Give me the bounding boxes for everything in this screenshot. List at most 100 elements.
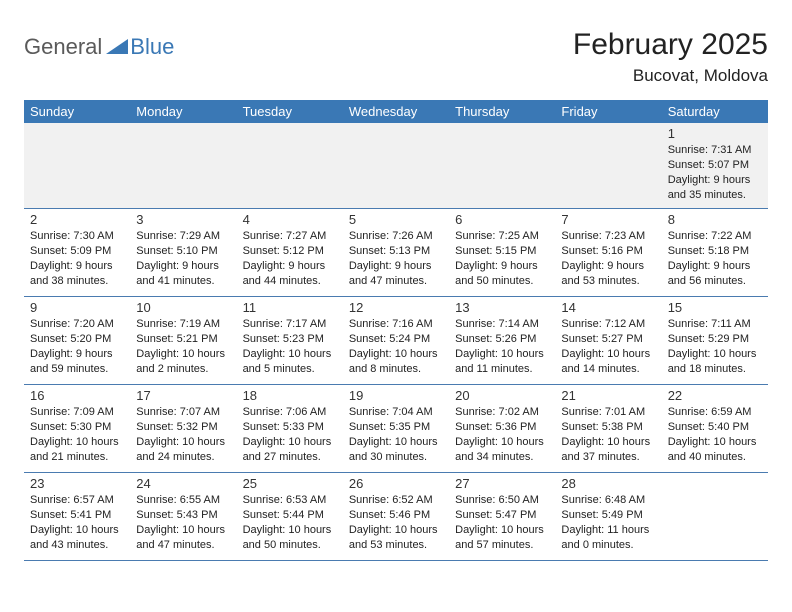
calendar-day-cell: 15 Sunrise: 7:11 AMSunset: 5:29 PMDayligh…: [662, 297, 768, 385]
day-number: 25: [243, 476, 337, 491]
day-number: 21: [561, 388, 655, 403]
day-number: 23: [30, 476, 124, 491]
calendar-day-cell: [343, 123, 449, 209]
calendar-week-row: 23 Sunrise: 6:57 AMSunset: 5:41 PMDayligh…: [24, 473, 768, 561]
weekday-header: Sunday: [24, 100, 130, 123]
day-info: Sunrise: 7:29 AMSunset: 5:10 PMDaylight:…: [136, 229, 230, 288]
weekday-header: Wednesday: [343, 100, 449, 123]
calendar-day-cell: 27 Sunrise: 6:50 AMSunset: 5:47 PMDayligh…: [449, 473, 555, 561]
page-title: February 2025: [573, 28, 768, 62]
calendar-day-cell: 25Sunrise: 6:53 AMSunset: 5:44 PMDayligh…: [237, 473, 343, 561]
calendar-day-cell: [24, 123, 130, 209]
logo-triangle-icon: [106, 36, 128, 59]
day-info: Sunrise: 7:16 AMSunset: 5:24 PMDaylight:…: [349, 317, 443, 376]
calendar-day-cell: 4 Sunrise: 7:27 AMSunset: 5:12 PMDaylight…: [237, 209, 343, 297]
day-info: Sunrise: 6:59 AMSunset: 5:40 PMDaylight:…: [668, 405, 762, 464]
day-number: 1: [668, 126, 762, 141]
day-number: 7: [561, 212, 655, 227]
day-number: 4: [243, 212, 337, 227]
day-info: Sunrise: 7:25 AMSunset: 5:15 PMDaylight:…: [455, 229, 549, 288]
day-info: Sunrise: 7:01 AMSunset: 5:38 PMDaylight:…: [561, 405, 655, 464]
calendar-day-cell: 14 Sunrise: 7:12 AMSunset: 5:27 PMDayligh…: [555, 297, 661, 385]
weekday-header: Saturday: [662, 100, 768, 123]
day-number: 28: [561, 476, 655, 491]
calendar-day-cell: 20 Sunrise: 7:02 AMSunset: 5:36 PMDayligh…: [449, 385, 555, 473]
calendar-day-cell: 28 Sunrise: 6:48 AMSunset: 5:49 PMDayligh…: [555, 473, 661, 561]
calendar-day-cell: 12 Sunrise: 7:16 AMSunset: 5:24 PMDayligh…: [343, 297, 449, 385]
day-info: Sunrise: 7:07 AMSunset: 5:32 PMDaylight:…: [136, 405, 230, 464]
calendar-day-cell: 9 Sunrise: 7:20 AMSunset: 5:20 PMDaylight…: [24, 297, 130, 385]
day-number: 13: [455, 300, 549, 315]
day-number: 3: [136, 212, 230, 227]
calendar-day-cell: 19 Sunrise: 7:04 AMSunset: 5:35 PMDayligh…: [343, 385, 449, 473]
day-number: 22: [668, 388, 762, 403]
calendar-day-cell: 18Sunrise: 7:06 AMSunset: 5:33 PMDayligh…: [237, 385, 343, 473]
calendar-day-cell: 3 Sunrise: 7:29 AMSunset: 5:10 PMDaylight…: [130, 209, 236, 297]
calendar-table: Sunday Monday Tuesday Wednesday Thursday…: [24, 100, 768, 561]
calendar-day-cell: 2 Sunrise: 7:30 AMSunset: 5:09 PMDaylight…: [24, 209, 130, 297]
day-info: Sunrise: 7:04 AMSunset: 5:35 PMDaylight:…: [349, 405, 443, 464]
day-info: Sunrise: 7:14 AMSunset: 5:26 PMDaylight:…: [455, 317, 549, 376]
logo-text-blue: Blue: [130, 34, 174, 60]
day-info: Sunrise: 6:52 AMSunset: 5:46 PMDaylight:…: [349, 493, 443, 552]
day-number: 19: [349, 388, 443, 403]
day-number: 9: [30, 300, 124, 315]
day-number: 8: [668, 212, 762, 227]
day-number: 10: [136, 300, 230, 315]
day-number: 12: [349, 300, 443, 315]
calendar-week-row: 9 Sunrise: 7:20 AMSunset: 5:20 PMDaylight…: [24, 297, 768, 385]
weekday-header: Tuesday: [237, 100, 343, 123]
day-number: 14: [561, 300, 655, 315]
calendar-day-cell: 8 Sunrise: 7:22 AMSunset: 5:18 PMDaylight…: [662, 209, 768, 297]
calendar-day-cell: [555, 123, 661, 209]
day-info: Sunrise: 6:50 AMSunset: 5:47 PMDaylight:…: [455, 493, 549, 552]
calendar-day-cell: 11Sunrise: 7:17 AMSunset: 5:23 PMDayligh…: [237, 297, 343, 385]
day-info: Sunrise: 6:57 AMSunset: 5:41 PMDaylight:…: [30, 493, 124, 552]
day-info: Sunrise: 7:26 AMSunset: 5:13 PMDaylight:…: [349, 229, 443, 288]
day-info: Sunrise: 7:30 AMSunset: 5:09 PMDaylight:…: [30, 229, 124, 288]
calendar-day-cell: 5 Sunrise: 7:26 AMSunset: 5:13 PMDaylight…: [343, 209, 449, 297]
calendar-week-row: 1 Sunrise: 7:31 AMSunset: 5:07 PMDaylight…: [24, 123, 768, 209]
calendar-day-cell: 10 Sunrise: 7:19 AMSunset: 5:21 PMDayligh…: [130, 297, 236, 385]
day-info: Sunrise: 7:27 AMSunset: 5:12 PMDaylight:…: [243, 229, 337, 288]
day-info: Sunrise: 6:55 AMSunset: 5:43 PMDaylight:…: [136, 493, 230, 552]
day-info: Sunrise: 7:20 AMSunset: 5:20 PMDaylight:…: [30, 317, 124, 376]
calendar-day-cell: 22 Sunrise: 6:59 AMSunset: 5:40 PMDayligh…: [662, 385, 768, 473]
day-number: 20: [455, 388, 549, 403]
day-number: 26: [349, 476, 443, 491]
calendar-day-cell: 21 Sunrise: 7:01 AMSunset: 5:38 PMDayligh…: [555, 385, 661, 473]
day-number: 24: [136, 476, 230, 491]
day-info: Sunrise: 7:12 AMSunset: 5:27 PMDaylight:…: [561, 317, 655, 376]
day-number: 17: [136, 388, 230, 403]
weekday-header: Friday: [555, 100, 661, 123]
calendar-day-cell: [449, 123, 555, 209]
day-info: Sunrise: 7:11 AMSunset: 5:29 PMDaylight:…: [668, 317, 762, 376]
calendar-day-cell: 26 Sunrise: 6:52 AMSunset: 5:46 PMDayligh…: [343, 473, 449, 561]
calendar-day-cell: [130, 123, 236, 209]
header-bar: General Blue February 2025 Bucovat, Mold…: [24, 28, 768, 86]
calendar-day-cell: 1 Sunrise: 7:31 AMSunset: 5:07 PMDaylight…: [662, 123, 768, 209]
calendar-day-cell: 16 Sunrise: 7:09 AMSunset: 5:30 PMDayligh…: [24, 385, 130, 473]
location-label: Bucovat, Moldova: [573, 66, 768, 86]
logo: General Blue: [24, 28, 174, 60]
day-info: Sunrise: 7:06 AMSunset: 5:33 PMDaylight:…: [243, 405, 337, 464]
day-number: 2: [30, 212, 124, 227]
day-number: 27: [455, 476, 549, 491]
day-info: Sunrise: 7:17 AMSunset: 5:23 PMDaylight:…: [243, 317, 337, 376]
logo-text-general: General: [24, 34, 102, 60]
day-info: Sunrise: 7:09 AMSunset: 5:30 PMDaylight:…: [30, 405, 124, 464]
calendar-week-row: 2 Sunrise: 7:30 AMSunset: 5:09 PMDaylight…: [24, 209, 768, 297]
title-block: February 2025 Bucovat, Moldova: [573, 28, 768, 86]
day-info: Sunrise: 7:31 AMSunset: 5:07 PMDaylight:…: [668, 143, 762, 202]
day-info: Sunrise: 7:02 AMSunset: 5:36 PMDaylight:…: [455, 405, 549, 464]
calendar-day-cell: 13 Sunrise: 7:14 AMSunset: 5:26 PMDayligh…: [449, 297, 555, 385]
day-info: Sunrise: 7:19 AMSunset: 5:21 PMDaylight:…: [136, 317, 230, 376]
day-info: Sunrise: 7:22 AMSunset: 5:18 PMDaylight:…: [668, 229, 762, 288]
day-number: 16: [30, 388, 124, 403]
calendar-day-cell: [662, 473, 768, 561]
day-info: Sunrise: 6:48 AMSunset: 5:49 PMDaylight:…: [561, 493, 655, 552]
day-number: 15: [668, 300, 762, 315]
calendar-day-cell: [237, 123, 343, 209]
weekday-header: Monday: [130, 100, 236, 123]
day-number: 5: [349, 212, 443, 227]
